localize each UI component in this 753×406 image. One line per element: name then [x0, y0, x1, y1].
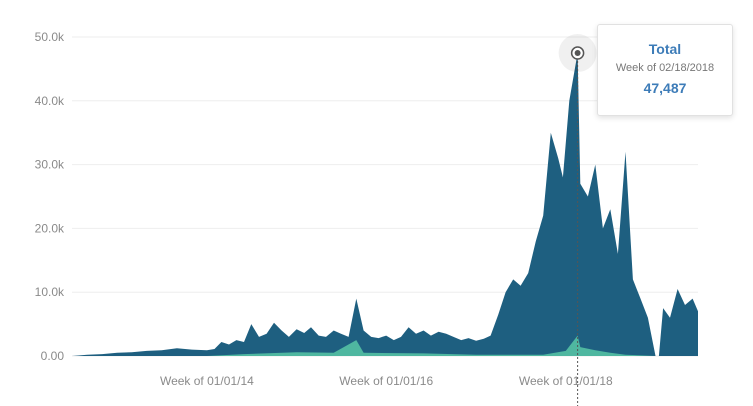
- x-tick-label-2: Week of 01/01/18: [519, 374, 613, 388]
- hover-indicator: [558, 34, 597, 406]
- series-area-0: [72, 53, 698, 356]
- y-tick-label-2: 20.0k: [35, 221, 65, 235]
- y-tick-label-1: 10.0k: [35, 285, 65, 299]
- hover-marker-dot: [574, 50, 581, 57]
- y-tick-label-0: 0.00: [41, 349, 65, 363]
- x-axis-labels: Week of 01/01/14 Week of 01/01/16 Week of …: [160, 374, 613, 388]
- plot-area[interactable]: [72, 53, 698, 356]
- y-tick-label-3: 30.0k: [35, 158, 65, 172]
- x-tick-label-1: Week of 01/01/16: [339, 374, 433, 388]
- y-tick-label-5: 50.0k: [35, 30, 65, 44]
- tooltip-value: 47,487: [643, 80, 687, 96]
- series-area-1: [72, 335, 698, 356]
- tooltip-subtitle: Week of 02/18/2018: [615, 62, 715, 74]
- y-axis-labels: 0.00 10.0k 20.0k 30.0k 40.0k 50.0k: [35, 30, 65, 363]
- y-tick-label-4: 40.0k: [35, 94, 65, 108]
- tooltip: Total Week of 02/18/2018 47,487: [597, 24, 733, 116]
- tooltip-title: Total: [648, 41, 682, 57]
- x-tick-label-0: Week of 01/01/14: [160, 374, 254, 388]
